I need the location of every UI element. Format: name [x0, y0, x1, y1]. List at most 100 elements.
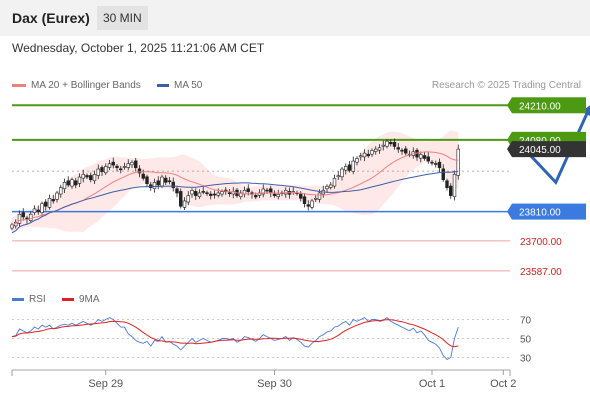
candle-body	[227, 192, 232, 195]
candle-body	[164, 177, 168, 183]
candle-body	[122, 166, 127, 168]
candle-body	[100, 167, 104, 173]
ma20-line	[11, 151, 459, 226]
candle-body	[265, 189, 269, 192]
candle-body	[55, 192, 59, 200]
candle-body	[272, 193, 277, 196]
level-label-3: 23810.00	[519, 208, 561, 219]
candle-body	[430, 161, 434, 164]
bollinger-bands	[12, 130, 459, 233]
candle-body	[340, 168, 344, 178]
candle-body	[261, 188, 265, 195]
legend-rsi: RSI	[12, 294, 46, 305]
chart-header: Dax (Eurex) 30 MIN	[0, 0, 590, 36]
candle-body	[205, 192, 209, 195]
candle-body	[347, 164, 352, 171]
candle-body	[422, 155, 427, 159]
candle-body	[190, 190, 194, 195]
level-label-pointer-0	[507, 97, 512, 114]
x-tick-label-2: Oct 1	[419, 378, 445, 390]
candle-body	[441, 168, 445, 180]
legend-9ma: 9MA	[62, 294, 100, 305]
x-tick-label-1: Sep 30	[257, 378, 292, 390]
candle-body	[96, 168, 100, 176]
candle-body	[179, 191, 183, 207]
candle-body	[119, 168, 123, 171]
candle-body	[246, 188, 250, 192]
candle-body	[370, 150, 374, 155]
candle-body	[77, 176, 82, 184]
candle-body	[89, 175, 93, 180]
legend-rsi-label: RSI	[29, 294, 46, 305]
ma9-swatch	[62, 297, 74, 301]
candle-body	[156, 180, 160, 186]
rsi-tick-0: 70	[520, 316, 532, 327]
candle-body	[74, 180, 78, 186]
legend-ma20: MA 20 + Bollinger Bands	[12, 80, 141, 91]
candle-body	[17, 213, 22, 224]
candle-body	[310, 200, 314, 208]
ma20-swatch	[12, 83, 26, 87]
candle-body	[47, 198, 52, 208]
candle-body	[381, 144, 385, 147]
candle-body	[254, 195, 258, 198]
candle-body	[400, 149, 404, 152]
candle-body	[404, 148, 408, 154]
candle-body	[329, 184, 333, 188]
candle-body	[212, 193, 217, 196]
instrument-title: Dax (Eurex)	[12, 10, 90, 26]
candle-body	[201, 191, 205, 193]
candle-body	[40, 203, 44, 213]
candle-body	[32, 208, 37, 213]
ma50-line	[11, 170, 459, 234]
level-label-bg-0	[512, 97, 586, 114]
candle-body	[389, 141, 393, 145]
candle-body	[29, 213, 33, 221]
x-tick-label-3: Oct 2	[490, 378, 516, 390]
candle-body	[130, 162, 134, 166]
candle-body	[419, 154, 423, 159]
level-label-bg-2	[512, 141, 586, 158]
level-label-0: 24210.00	[519, 101, 561, 112]
candle-body	[152, 182, 157, 190]
candle-body	[194, 191, 198, 196]
candle-body	[104, 166, 108, 174]
candle-body	[299, 193, 303, 199]
x-tick-label-0: Sep 29	[88, 378, 123, 390]
candle-body	[81, 174, 85, 179]
candle-body	[10, 224, 14, 229]
ma50-swatch	[157, 83, 169, 87]
candle-body	[385, 140, 389, 147]
timestamp: Wednesday, October 1, 2025 11:21:06 AM C…	[12, 41, 265, 55]
candle-body	[92, 174, 97, 182]
candle-body	[344, 166, 348, 171]
candle-body	[437, 161, 442, 169]
candle-body	[126, 163, 130, 168]
candle-body	[325, 186, 329, 190]
candle-body	[374, 148, 378, 152]
candle-body	[359, 155, 363, 158]
candle-body	[362, 152, 367, 158]
candle-body	[314, 198, 318, 200]
candle-body	[137, 168, 142, 174]
candle-body	[21, 212, 25, 218]
candle-body	[145, 176, 149, 184]
candle-body	[62, 182, 67, 190]
candle-body	[336, 175, 340, 178]
candle-body	[302, 196, 307, 204]
rsi-ma-line	[11, 319, 459, 348]
candle-body	[175, 188, 179, 194]
rsi-swatch	[12, 297, 24, 301]
candle-body	[317, 192, 322, 200]
timeframe-badge[interactable]: 30 MIN	[97, 6, 148, 30]
candle-body	[355, 158, 359, 163]
candle-body	[44, 201, 48, 207]
copyright: Research © 2025 Trading Central	[431, 80, 581, 91]
candle-body	[182, 200, 187, 208]
candle-body	[377, 147, 382, 151]
candle-body	[392, 141, 397, 147]
candle-body	[445, 180, 449, 188]
candle-body	[134, 160, 138, 169]
legend-ma50-label: MA 50	[174, 80, 203, 91]
candle-body	[171, 181, 175, 188]
